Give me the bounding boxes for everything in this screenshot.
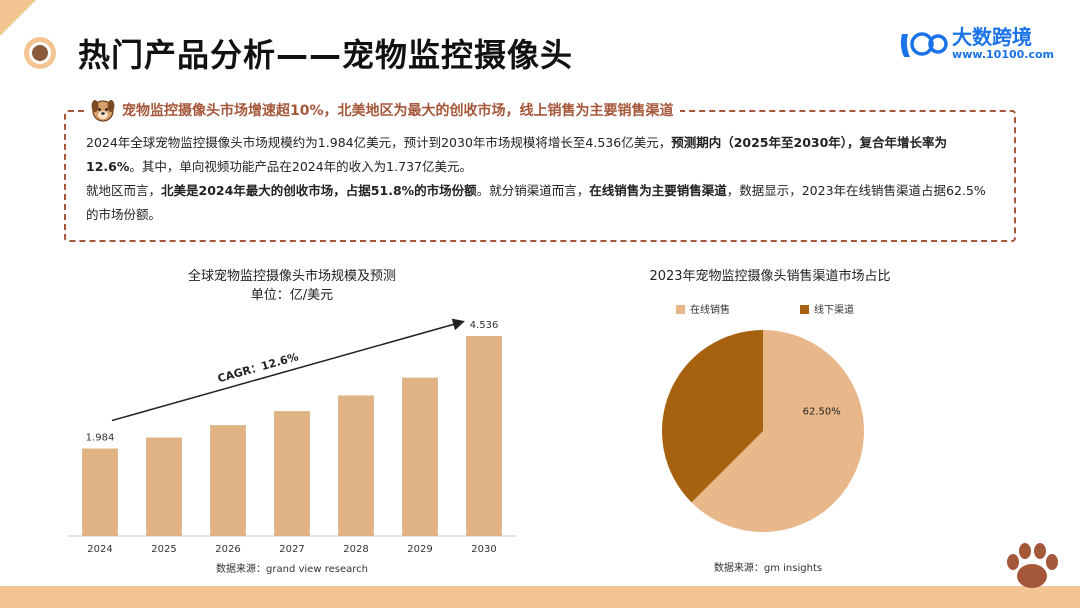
bar-2024 <box>82 448 118 536</box>
x-tick-label: 2026 <box>215 544 240 555</box>
logo-mark-icon <box>900 32 948 57</box>
x-tick-label: 2030 <box>471 544 496 555</box>
summary-text: ，数据显示，2023年在线销售渠道占据62.5%的市场份额。 <box>86 183 986 222</box>
x-tick-label: 2025 <box>151 544 176 555</box>
summary-header: 宠物监控摄像头市场增速超10%，北美地区为最大的创收市场，线上销售为主要销售渠道 <box>84 96 680 124</box>
summary-text: 。其中，单向视频功能产品在2024年的收入为1.737亿美元。 <box>129 159 472 174</box>
data-label-2024: 1.984 <box>86 433 115 444</box>
summary-text: 2024年全球宠物监控摄像头市场规模约为1.984亿美元，预计到2030年市场规… <box>86 135 672 150</box>
pie-slice-1 <box>662 330 763 503</box>
title-bullet-icon <box>24 37 56 69</box>
bar-2026 <box>210 425 246 536</box>
legend-entry: 线下渠道 <box>814 303 854 316</box>
bar-2027 <box>274 411 310 536</box>
summary-emphasis: 北美是2024年最大的创收市场，占据51.8%的市场份额 <box>161 183 477 198</box>
page-title: 热门产品分析——宠物监控摄像头 <box>78 36 574 74</box>
corner-decoration <box>0 0 36 36</box>
legend-entry: 在线销售 <box>690 303 730 316</box>
pie-chart-title: 2023年宠物监控摄像头销售渠道市场占比 <box>649 268 890 284</box>
logo-url: www.10100.com <box>952 48 1054 61</box>
pie-chart-source: 数据来源：gm insights <box>714 561 822 574</box>
summary-paragraph-2: 就地区而言，北美是2024年最大的创收市场，占据51.8%的市场份额。就分销渠道… <box>86 179 998 227</box>
bar-2025 <box>146 437 182 536</box>
bar-2028 <box>338 395 374 536</box>
pie-slice-label: 62.50% <box>803 406 841 417</box>
pie-chart: 62.50% <box>662 330 864 532</box>
legend-swatch <box>800 305 809 314</box>
logo-name: 大数跨境 <box>952 25 1033 49</box>
bar-2030 <box>466 336 502 536</box>
summary-text: 。就分销渠道而言， <box>476 183 590 198</box>
bar-2029 <box>402 377 438 536</box>
summary-emphasis: 在线销售为主要销售渠道 <box>589 183 727 198</box>
paw-icon <box>1007 543 1058 588</box>
pie-slice-0 <box>691 330 864 532</box>
x-tick-label: 2024 <box>87 544 112 555</box>
bar-chart-title: 全球宠物监控摄像头市场规模及预测 <box>188 268 396 284</box>
summary-text: 就地区而言， <box>86 183 162 198</box>
bottom-band <box>0 586 1080 608</box>
cagr-arrow <box>111 318 465 422</box>
legend-swatch <box>676 305 685 314</box>
bar-chart-subtitle: 单位：亿/美元 <box>251 288 333 303</box>
dog-icon <box>91 100 115 122</box>
x-tick-label: 2028 <box>343 544 368 555</box>
brand-logo[interactable]: 大数跨境 www.10100.com <box>896 22 1054 66</box>
x-tick-label: 2027 <box>279 544 304 555</box>
bar-chart-source: 数据来源：grand view research <box>216 562 368 575</box>
summary-body: 2024年全球宠物监控摄像头市场规模约为1.984亿美元，预计到2030年市场规… <box>86 131 998 227</box>
summary-paragraph-1: 2024年全球宠物监控摄像头市场规模约为1.984亿美元，预计到2030年市场规… <box>86 131 998 179</box>
x-tick-label: 2029 <box>407 544 432 555</box>
title-row: 热门产品分析——宠物监控摄像头 <box>24 28 573 78</box>
pie-legend: 在线销售 线下渠道 <box>676 303 854 316</box>
summary-headline: 宠物监控摄像头市场增速超10%，北美地区为最大的创收市场，线上销售为主要销售渠道 <box>122 103 674 119</box>
data-label-2030: 4.536 <box>470 320 499 331</box>
summary-emphasis: 预测期内（2025年至2030年），复合年增长率为12.6% <box>86 135 948 174</box>
